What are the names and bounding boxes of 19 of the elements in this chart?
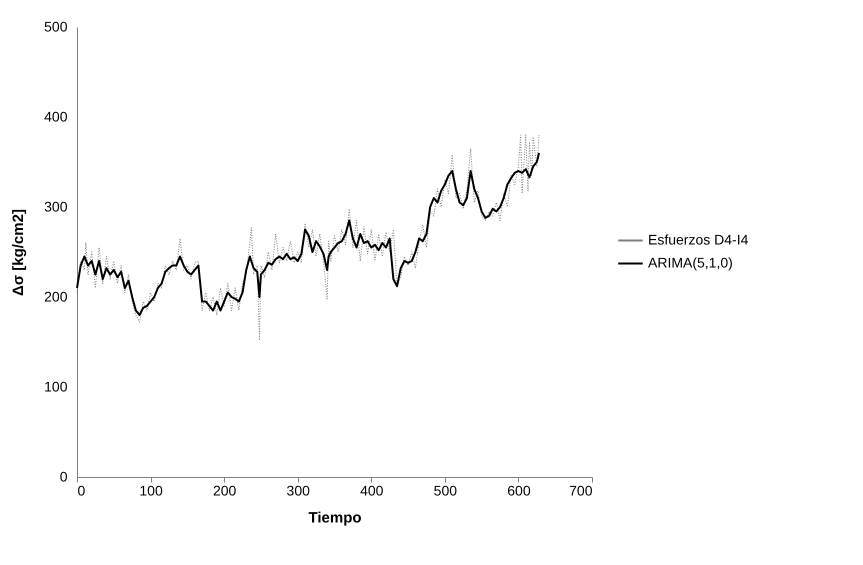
legend-label: ARIMA(5,1,0) bbox=[648, 254, 733, 270]
legend-label: Esfuerzos D4-I4 bbox=[648, 232, 749, 248]
y-tick-label: 100 bbox=[44, 378, 68, 394]
x-tick-label: 400 bbox=[360, 482, 384, 498]
y-tick-label: 400 bbox=[44, 108, 68, 124]
y-tick-label: 500 bbox=[44, 18, 68, 34]
x-tick-label: 600 bbox=[507, 482, 531, 498]
x-tick-label: 0 bbox=[78, 482, 86, 498]
x-tick-label: 100 bbox=[139, 482, 163, 498]
x-tick-label: 700 bbox=[569, 482, 593, 498]
y-axis-title: Δσ [kg/cm2] bbox=[10, 209, 28, 296]
y-tick-label: 300 bbox=[44, 198, 68, 214]
x-axis-title: Tiempo bbox=[308, 510, 362, 526]
line-series bbox=[76, 152, 540, 316]
x-tick-label: 500 bbox=[434, 482, 458, 498]
x-tick-label: 300 bbox=[286, 482, 310, 498]
y-tick-label: 0 bbox=[60, 468, 68, 484]
y-tick-label: 200 bbox=[44, 288, 68, 304]
x-tick-label: 200 bbox=[212, 482, 237, 498]
